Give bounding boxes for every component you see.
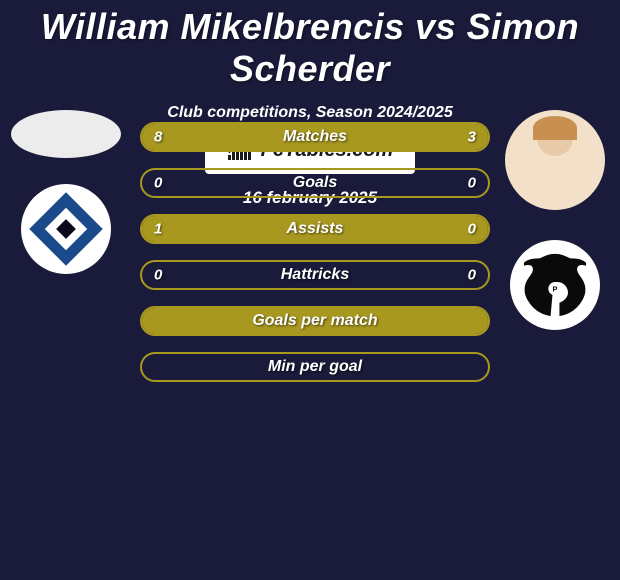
- stat-value-left: 0: [154, 267, 162, 284]
- stat-label: Matches: [142, 128, 488, 146]
- player-right-avatar: [505, 110, 605, 210]
- stat-value-right: 0: [468, 175, 476, 192]
- stat-row: Assists1 0: [140, 214, 490, 244]
- stat-row: Hattricks0 0: [140, 260, 490, 290]
- svg-text:P: P: [552, 285, 557, 294]
- stat-row: Goals per match: [140, 306, 490, 336]
- stat-label: Assists: [142, 220, 488, 238]
- player-left-avatar: [11, 110, 121, 158]
- stats-bars: Matches83Goals00Assists10Hattricks00Goal…: [140, 122, 490, 398]
- stat-value-right: 3: [468, 129, 476, 146]
- stat-value-right: 0: [468, 221, 476, 238]
- left-column: [8, 110, 123, 274]
- page-title: William Mikelbrencis vs Simon Scherder: [0, 0, 620, 90]
- stat-label: Min per goal: [142, 358, 488, 376]
- right-column: P: [497, 110, 612, 330]
- stat-value-left: 0: [154, 175, 162, 192]
- stat-row: Goals0 0: [140, 168, 490, 198]
- stat-label: Goals per match: [142, 312, 488, 330]
- club-right-badge: P: [510, 240, 600, 330]
- stat-value-left: 1: [154, 221, 162, 238]
- stat-label: Goals: [142, 174, 488, 192]
- stat-value-left: 8: [154, 129, 162, 146]
- club-left-badge: [21, 184, 111, 274]
- stat-value-right: 0: [468, 267, 476, 284]
- stat-row: Matches8 3: [140, 122, 490, 152]
- stat-row: Min per goal: [140, 352, 490, 382]
- stat-label: Hattricks: [142, 266, 488, 284]
